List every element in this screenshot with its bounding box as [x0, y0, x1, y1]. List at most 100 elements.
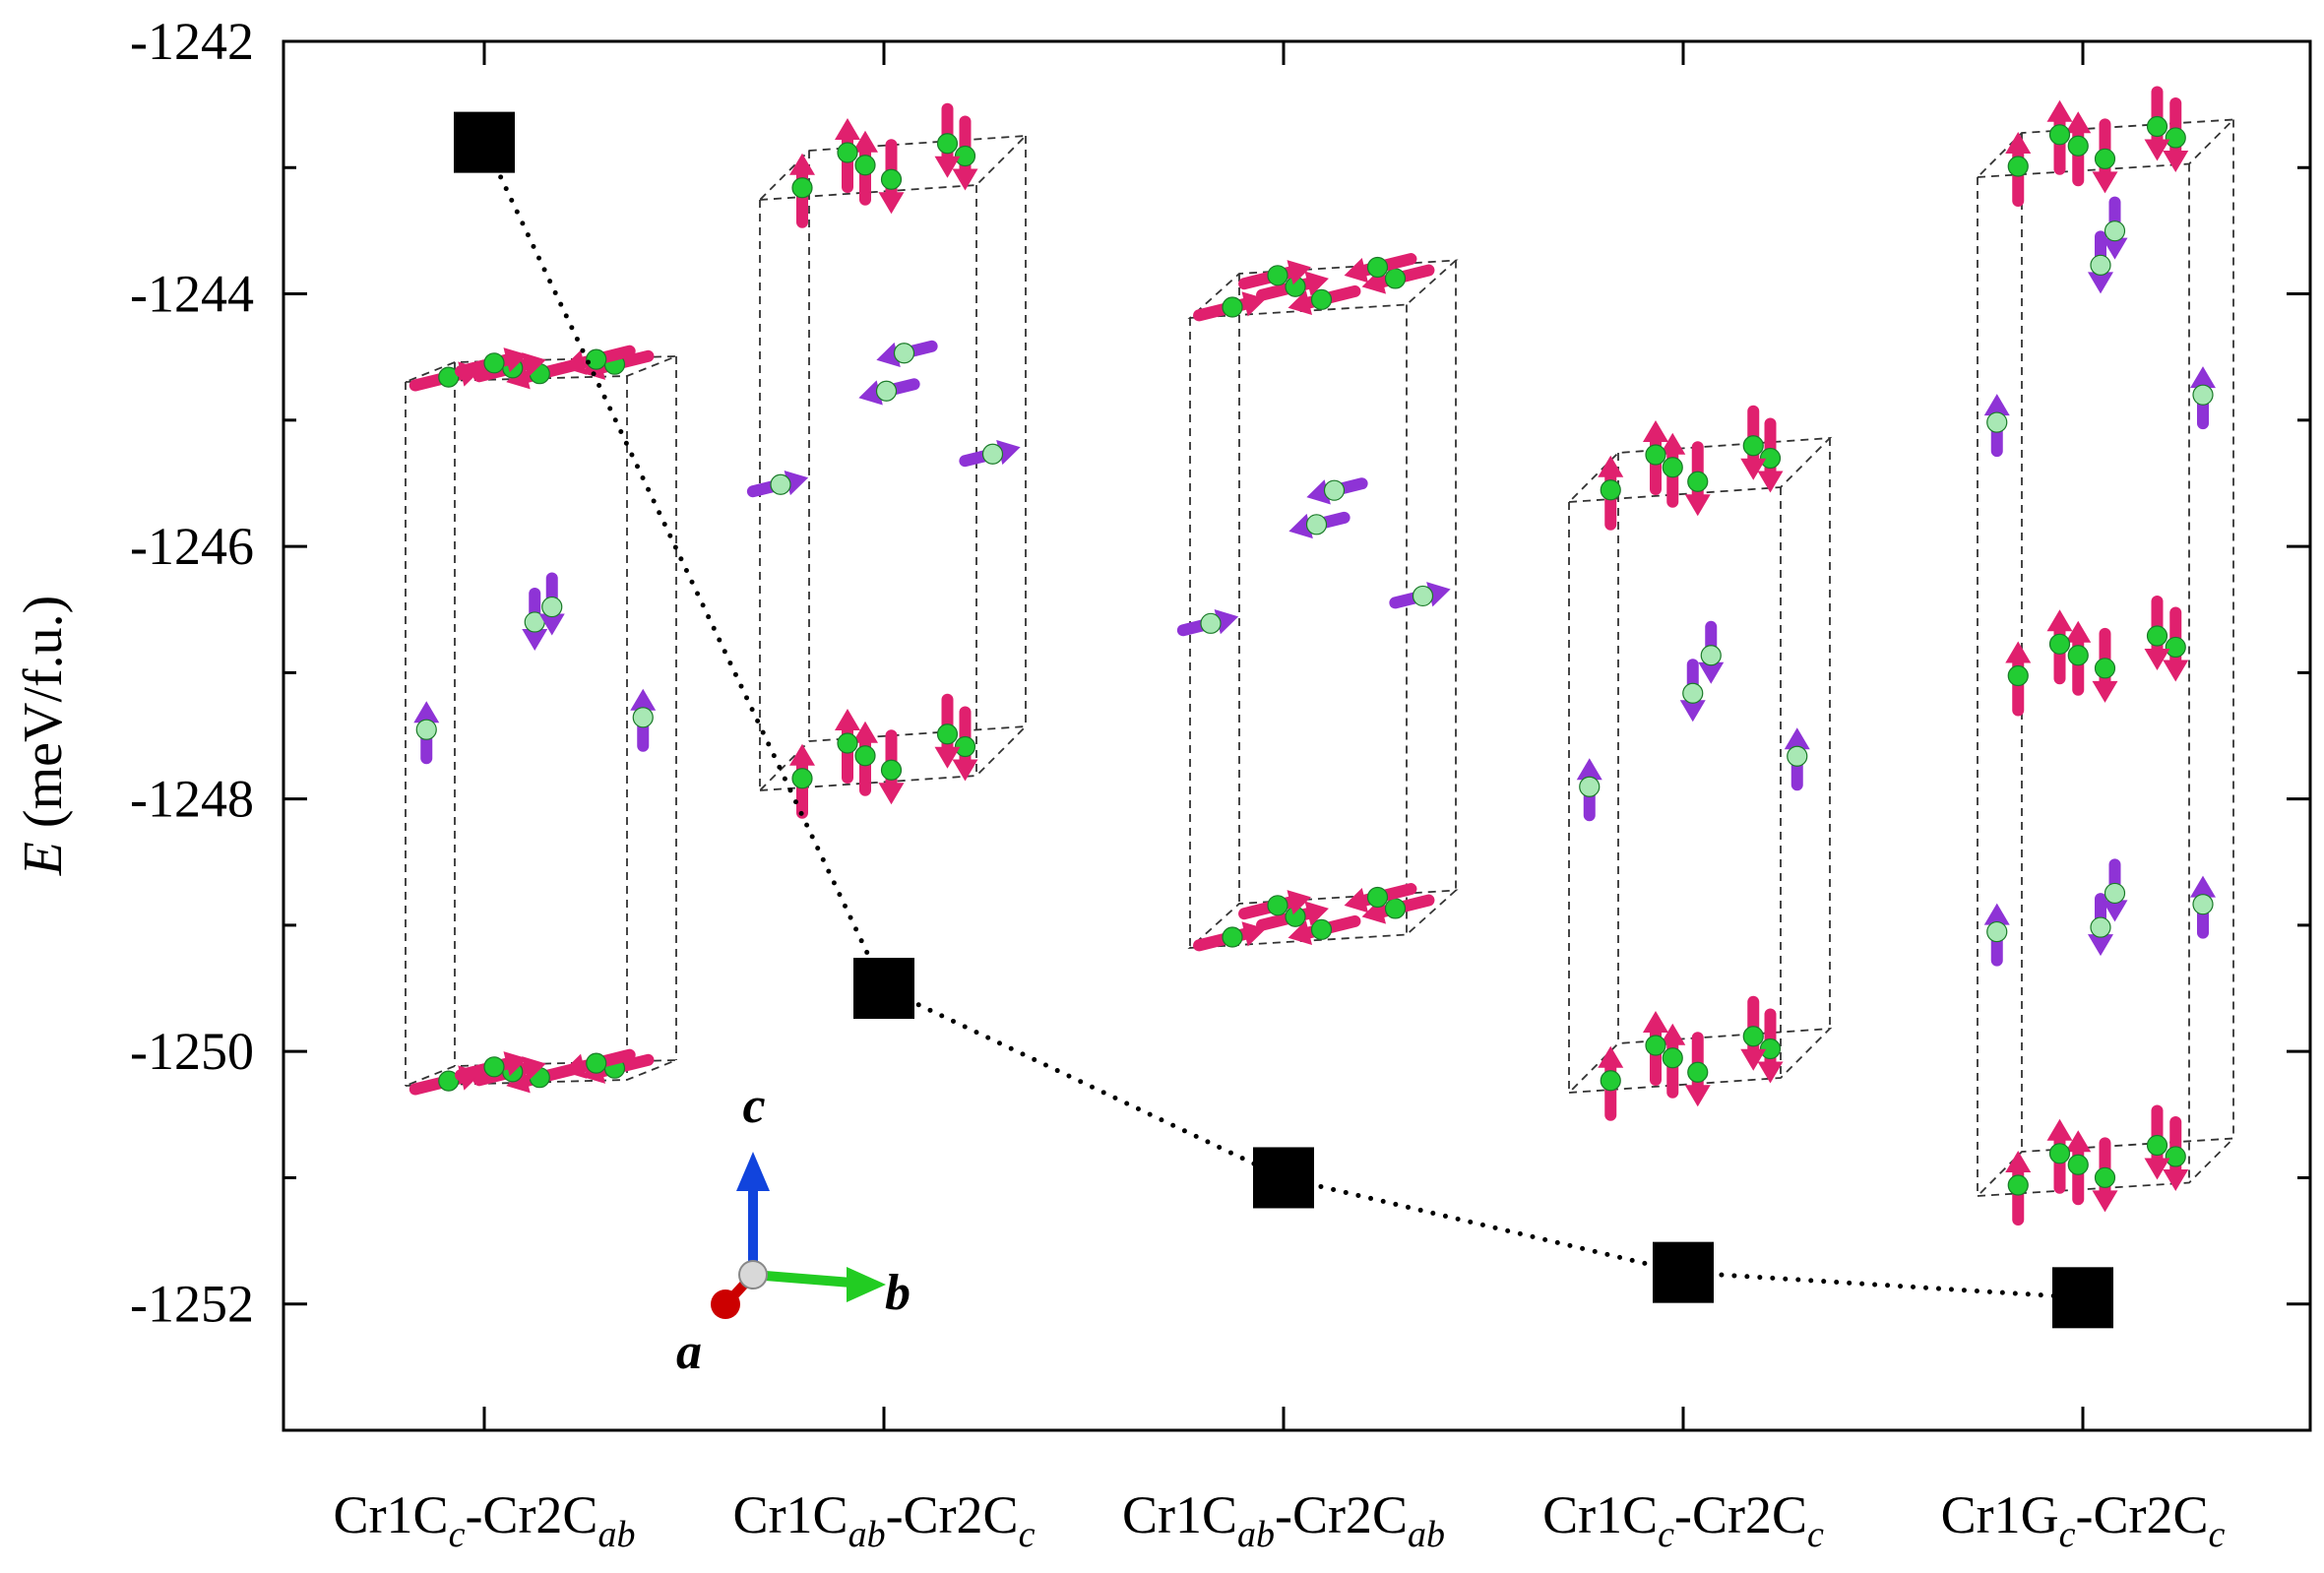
cr-atom: [837, 142, 858, 163]
spin-arrow-head: [2092, 680, 2118, 703]
cr-atom: [2007, 156, 2029, 177]
cr-atom: [1645, 1035, 1666, 1056]
x-tick-label-text: Cr1C: [334, 1485, 449, 1544]
x-tick-label-subscript: c: [1019, 1514, 1036, 1555]
cr-atom: [880, 168, 903, 190]
spin-arrow-head: [2190, 875, 2216, 898]
spin-arrow-head: [878, 192, 905, 215]
cr-atom: [981, 443, 1004, 465]
y-tick-label: -1242: [130, 12, 254, 71]
spin-arrow-head: [1287, 890, 1311, 915]
cr-atom: [854, 155, 876, 176]
spin-arrow-head: [789, 743, 815, 766]
cr-atom: [954, 145, 976, 167]
cr-atom: [586, 1052, 607, 1074]
spin-arrow-head: [852, 130, 878, 153]
spin-arrow-head: [1426, 582, 1451, 607]
spin-arrow-head: [789, 153, 815, 175]
spin-arrow-head: [630, 688, 657, 711]
cell-edge: [757, 134, 1029, 202]
cr-atom: [1662, 457, 1683, 478]
cr-atom: [1310, 918, 1333, 940]
spin-cell-1: [405, 345, 677, 1096]
spin-arrow-head: [1698, 661, 1725, 684]
cr-atom: [1742, 435, 1764, 457]
y-tick-label: -1248: [130, 770, 254, 829]
cr-atom: [1682, 682, 1704, 704]
spin-arrow-head: [1598, 1045, 1624, 1068]
cr-atom: [893, 343, 915, 364]
cr-atom: [1366, 256, 1389, 279]
spin-cell-2: [746, 102, 1029, 819]
spin-arrow-head: [1304, 901, 1329, 926]
spin-arrow-head: [2065, 620, 2092, 643]
cr-atom: [2007, 1174, 2029, 1196]
spin-arrow-head: [1740, 458, 1767, 480]
cr-atom: [2067, 1154, 2089, 1175]
cr-atom: [1662, 1047, 1683, 1069]
cr-atom: [1687, 1061, 1709, 1083]
cr-atom: [2094, 148, 2116, 169]
plot-frame: [282, 39, 2312, 1432]
spin-arrow-head: [1660, 432, 1686, 455]
spin-arrow-head: [2005, 131, 2032, 154]
cr-atom: [2094, 658, 2116, 679]
cr-atom: [1600, 1070, 1621, 1092]
x-tick-label: Cr1Cab-Cr2Cc: [733, 1485, 1036, 1555]
spin-arrow-head: [835, 118, 860, 140]
cr-atom: [1200, 612, 1222, 634]
spin-arrow-head: [2163, 660, 2189, 682]
cell-edge: [1566, 1027, 1833, 1095]
cr-atom: [2165, 1146, 2186, 1167]
data-markers: [454, 111, 2113, 1329]
spin-arrow-head: [1288, 289, 1313, 316]
triad-axis-label: b: [885, 1265, 911, 1321]
y-ticks: -1242 -1244 -1246 -1248 -1250 -1252: [130, 12, 2310, 1432]
spin-arrow-head: [2144, 1158, 2170, 1180]
x-tick-label-text: Cr1C: [1542, 1485, 1658, 1544]
spin-cell-3: [1176, 253, 1459, 952]
x-tick-label-subscript: c: [1807, 1514, 1824, 1555]
spin-arrow-head: [1643, 1011, 1668, 1033]
spin-arrow-head: [1344, 887, 1369, 913]
spin-arrow-head: [858, 380, 883, 406]
cr-atom: [1986, 411, 2008, 433]
spin-arrow-head: [2005, 641, 2032, 663]
data-point: [853, 958, 914, 1020]
cr-atom: [415, 719, 437, 740]
spin-arrow-head: [1983, 903, 2010, 925]
a-axis-arrow-head: [711, 1290, 740, 1319]
cr-atom: [2165, 636, 2186, 659]
spin-arrow-head: [1288, 513, 1313, 539]
x-tick-label-subscript: ab: [1408, 1514, 1445, 1555]
y-tick-label: -1246: [130, 517, 254, 576]
spin-arrow-head: [1684, 494, 1711, 517]
x-tick-label-text: -Cr2C: [465, 1485, 597, 1544]
y-tick-label: -1250: [130, 1022, 254, 1081]
cr-atom: [936, 133, 959, 155]
cr-atom: [2048, 124, 2071, 146]
spin-arrow-head: [1660, 1023, 1686, 1045]
cr-atom: [2067, 135, 2089, 157]
cr-atom: [854, 745, 876, 767]
x-tick-label-subscript: c: [449, 1514, 466, 1555]
spin-arrow-head: [1757, 471, 1784, 493]
data-point: [1653, 1241, 1714, 1303]
spin-arrow-head: [1643, 420, 1668, 442]
x-tick-label-subscript: ab: [597, 1514, 635, 1555]
cr-atom: [2104, 882, 2126, 905]
spin-arrow-head: [2092, 171, 2118, 194]
spin-arrow-head: [2088, 934, 2113, 957]
cell-edge: [405, 1059, 677, 1087]
b-axis-arrow-head: [847, 1267, 886, 1302]
x-tick-label-text: -Cr2C: [2076, 1485, 2209, 1544]
cr-atom: [1600, 479, 1621, 501]
spin-arrow-head: [2190, 366, 2216, 389]
triad-origin: [738, 1260, 768, 1290]
connector-segment: [881, 985, 1287, 1180]
c-axis-arrow-head: [736, 1152, 770, 1191]
spin-arrow-head: [934, 156, 961, 178]
triad-axis-label: c: [742, 1078, 765, 1134]
